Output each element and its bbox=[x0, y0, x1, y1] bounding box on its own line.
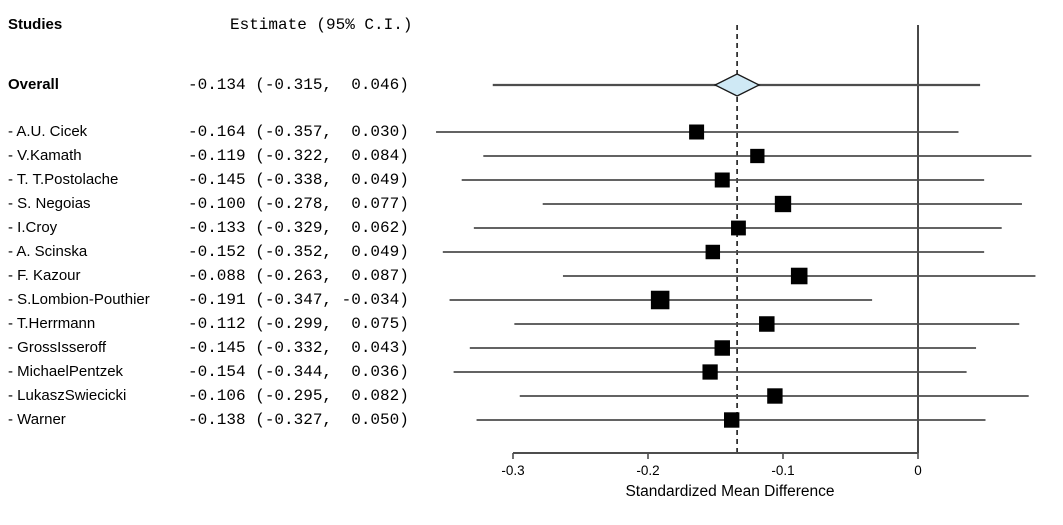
study-label: Overall bbox=[8, 76, 59, 93]
study-label: - T. T.Postolache bbox=[8, 171, 119, 188]
study-row: - Warner -0.138 (-0.327, 0.050) bbox=[0, 409, 440, 431]
estimate-square-marker bbox=[705, 244, 721, 260]
study-row: - S.Lombion-Pouthier -0.191 (-0.347, -0.0… bbox=[0, 289, 440, 311]
overall-row: Overall -0.134 (-0.315, 0.046) bbox=[0, 74, 440, 96]
estimate-value: -0.154 (-0.344, 0.036) bbox=[188, 363, 409, 381]
study-label: - A. Scinska bbox=[8, 243, 88, 260]
study-row: - MichaelPentzek -0.154 (-0.344, 0.036) bbox=[0, 361, 440, 383]
study-row: - T. T.Postolache -0.145 (-0.338, 0.049) bbox=[0, 169, 440, 191]
estimate-square-marker bbox=[724, 412, 740, 428]
estimate-square-marker bbox=[750, 148, 765, 164]
estimate-square-marker bbox=[689, 124, 705, 140]
study-row: - F. Kazour -0.088 (-0.263, 0.087) bbox=[0, 265, 440, 287]
study-row: - LukaszSwiecicki -0.106 (-0.295, 0.082) bbox=[0, 385, 440, 407]
estimate-value: -0.138 (-0.327, 0.050) bbox=[188, 411, 409, 429]
studies-column-header: Studies bbox=[8, 16, 63, 33]
study-label: - F. Kazour bbox=[8, 267, 81, 284]
estimate-square-marker bbox=[714, 340, 730, 356]
study-label: - MichaelPentzek bbox=[8, 363, 124, 380]
study-row: - T.Herrmann -0.112 (-0.299, 0.075) bbox=[0, 313, 440, 335]
study-label: - Warner bbox=[8, 411, 66, 428]
x-axis-tick-label: -0.1 bbox=[771, 463, 794, 478]
study-label: - T.Herrmann bbox=[8, 315, 96, 332]
estimate-square-marker bbox=[714, 172, 730, 188]
estimate-square-marker bbox=[702, 364, 718, 380]
x-axis-title: Standardized Mean Difference bbox=[625, 483, 834, 500]
estimate-square-marker bbox=[759, 316, 775, 332]
study-label: - S.Lombion-Pouthier bbox=[8, 291, 150, 308]
estimate-value: -0.088 (-0.263, 0.087) bbox=[188, 267, 409, 285]
x-axis-tick-label: -0.3 bbox=[501, 463, 524, 478]
estimate-square-marker bbox=[767, 388, 783, 404]
study-row: - S. Negoias -0.100 (-0.278, 0.077) bbox=[0, 193, 440, 215]
estimate-value: -0.119 (-0.322, 0.084) bbox=[188, 147, 409, 165]
estimate-value: -0.191 (-0.347, -0.034) bbox=[188, 291, 409, 309]
estimate-value: -0.133 (-0.329, 0.062) bbox=[188, 219, 409, 237]
study-label: - S. Negoias bbox=[8, 195, 91, 212]
x-axis-tick-label: 0 bbox=[914, 463, 922, 478]
study-label: - GrossIsseroff bbox=[8, 339, 107, 356]
study-row: - A. Scinska -0.152 (-0.352, 0.049) bbox=[0, 241, 440, 263]
estimate-value: -0.134 (-0.315, 0.046) bbox=[188, 76, 409, 94]
estimate-value: -0.145 (-0.332, 0.043) bbox=[188, 339, 409, 357]
estimate-value: -0.112 (-0.299, 0.075) bbox=[188, 315, 409, 333]
estimate-square-marker bbox=[731, 220, 746, 236]
estimate-value: -0.145 (-0.338, 0.049) bbox=[188, 171, 409, 189]
estimate-column-header: Estimate (95% C.I.) bbox=[230, 16, 413, 34]
study-label: - A.U. Cicek bbox=[8, 123, 88, 140]
study-row: - A.U. Cicek -0.164 (-0.357, 0.030) bbox=[0, 121, 440, 143]
study-row: - V.Kamath -0.119 (-0.322, 0.084) bbox=[0, 145, 440, 167]
estimate-value: -0.100 (-0.278, 0.077) bbox=[188, 195, 409, 213]
estimate-value: -0.152 (-0.352, 0.049) bbox=[188, 243, 409, 261]
study-label: - I.Croy bbox=[8, 219, 58, 236]
overall-diamond-marker bbox=[713, 73, 761, 97]
x-axis-tick-label: -0.2 bbox=[636, 463, 659, 478]
estimate-square-marker bbox=[774, 195, 792, 213]
study-label: - V.Kamath bbox=[8, 147, 82, 164]
study-label: - LukaszSwiecicki bbox=[8, 387, 127, 404]
study-row: - I.Croy -0.133 (-0.329, 0.062) bbox=[0, 217, 440, 239]
estimate-value: -0.164 (-0.357, 0.030) bbox=[188, 123, 409, 141]
study-row: - GrossIsseroff -0.145 (-0.332, 0.043) bbox=[0, 337, 440, 359]
estimate-value: -0.106 (-0.295, 0.082) bbox=[188, 387, 409, 405]
estimate-square-marker bbox=[650, 290, 670, 310]
estimate-square-marker bbox=[790, 267, 808, 285]
